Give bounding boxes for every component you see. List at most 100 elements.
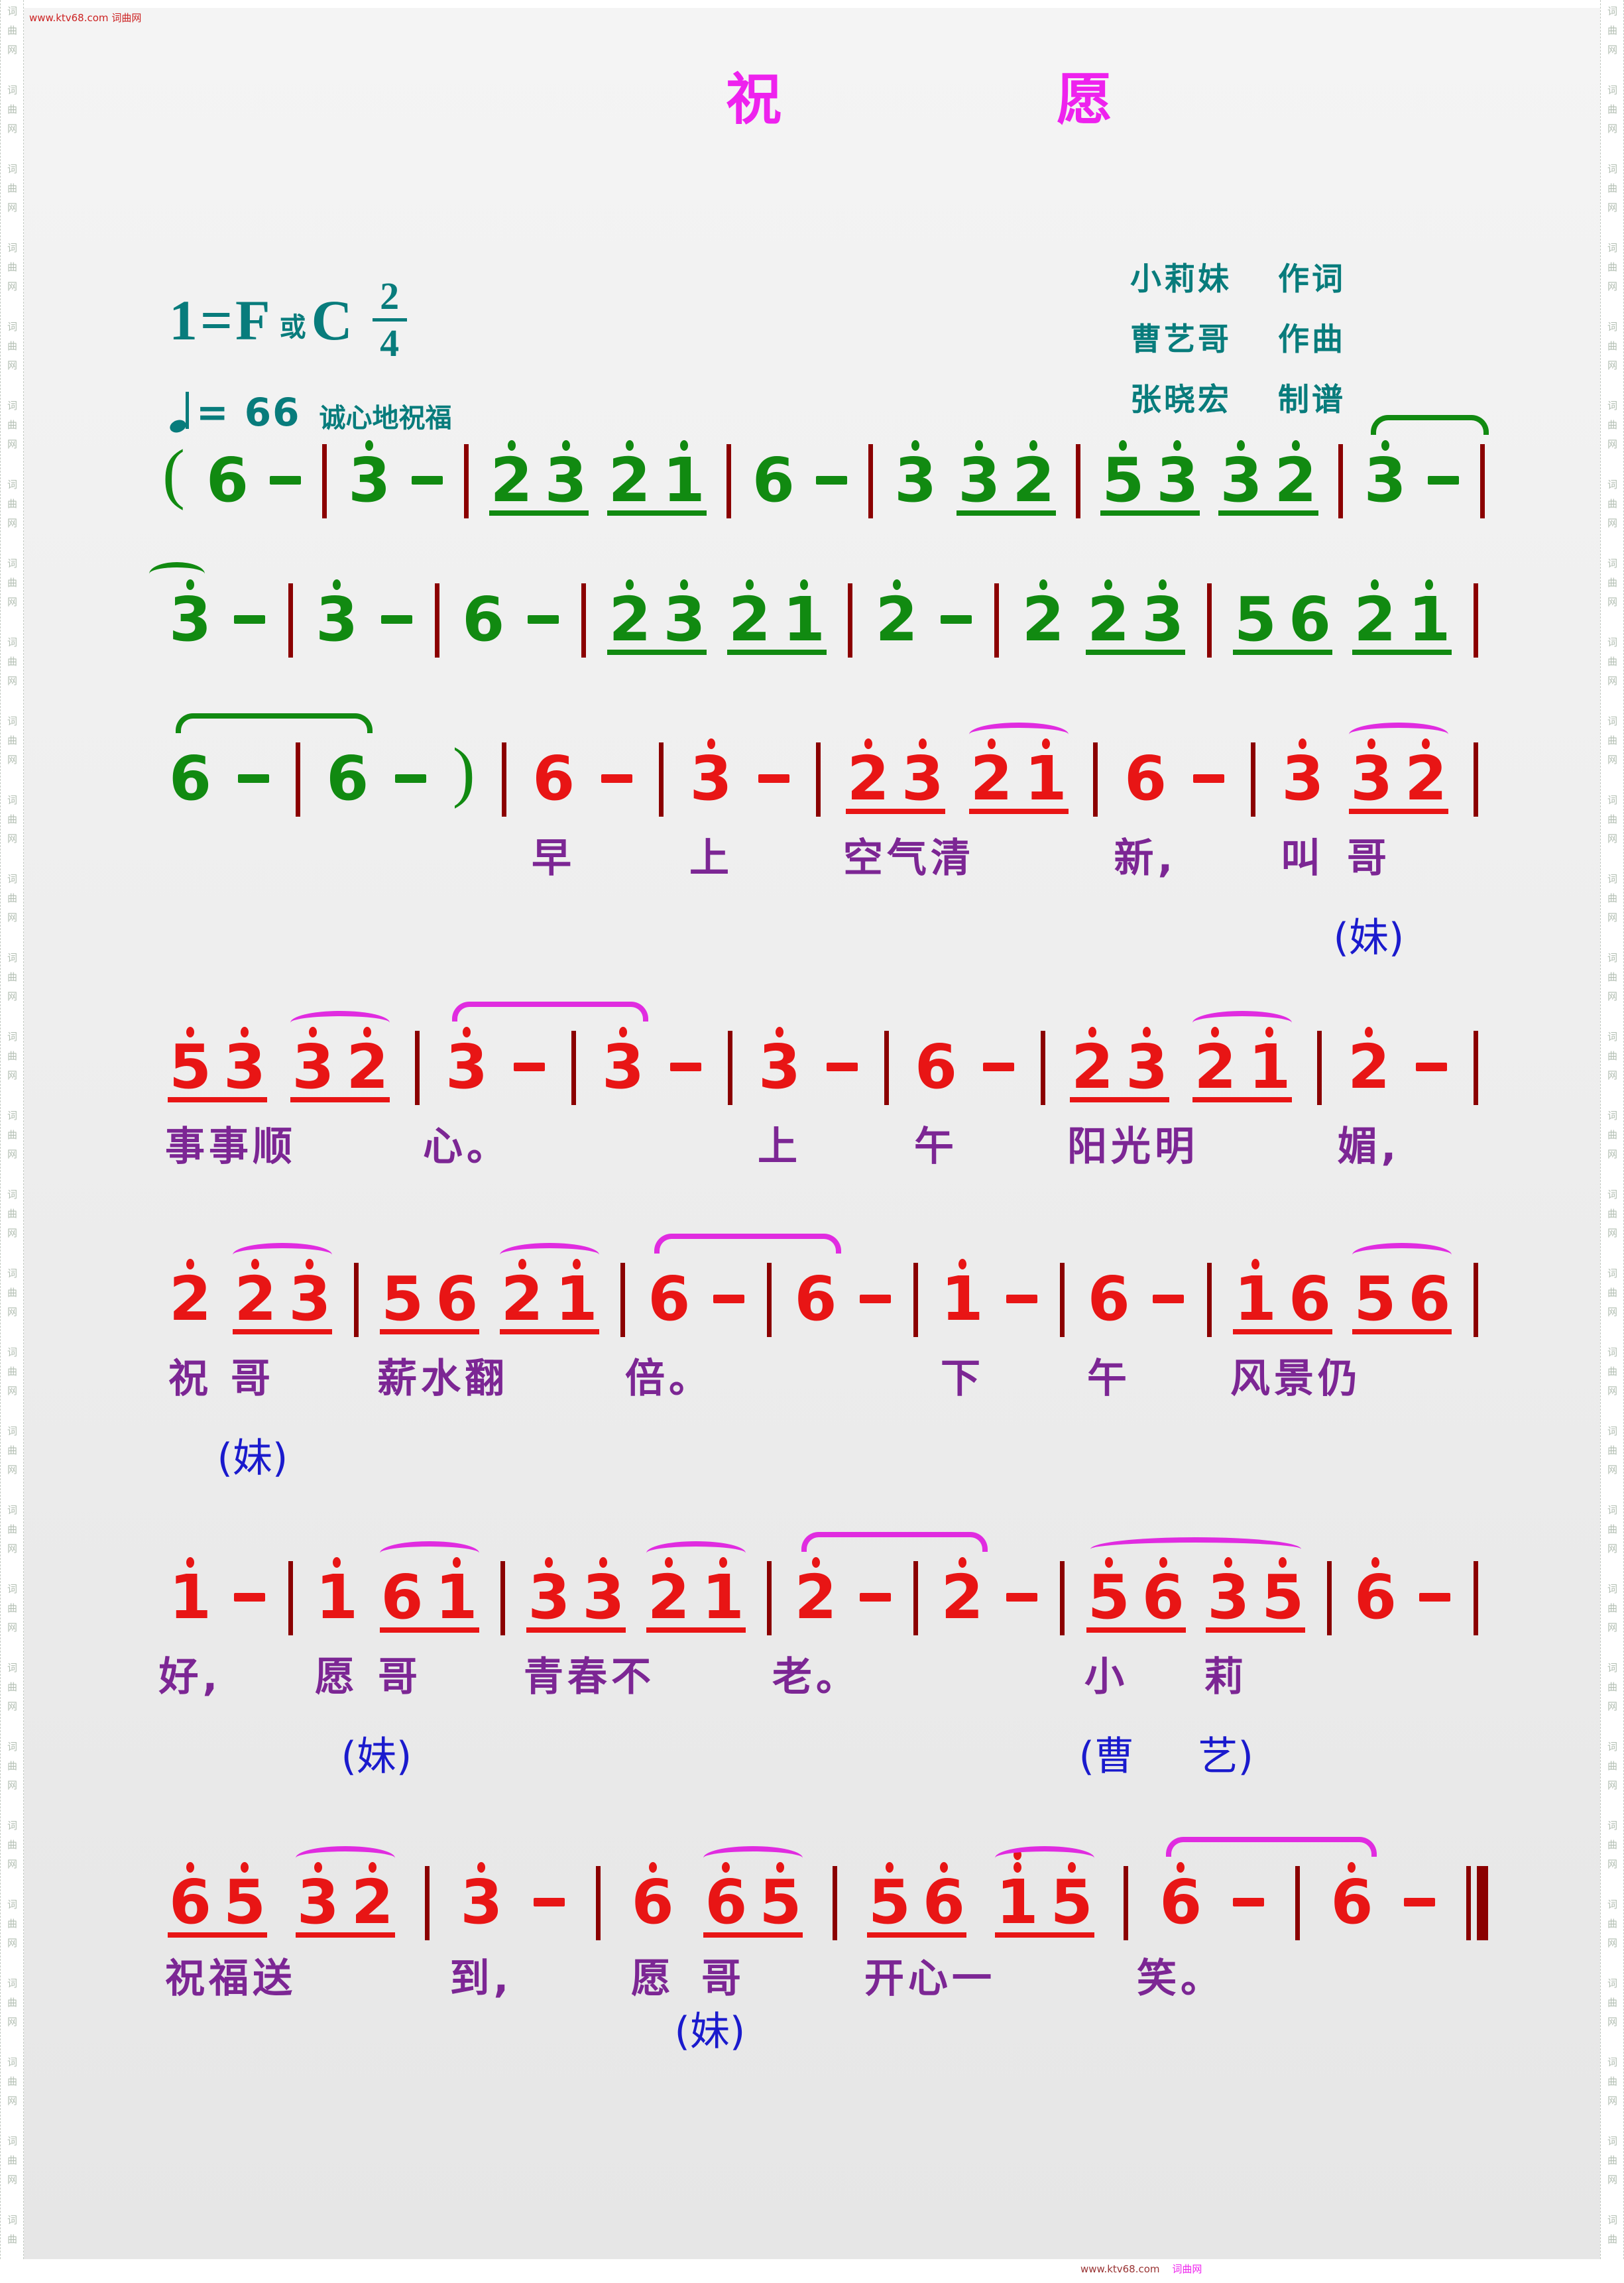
note-3: 3 — [602, 1027, 644, 1098]
barline — [994, 583, 1000, 658]
octave-dot — [958, 1259, 966, 1269]
barline — [1316, 1031, 1322, 1105]
octave-dot — [707, 738, 715, 749]
final-barline — [1466, 1866, 1488, 1940]
lyric: 好, — [158, 1654, 222, 1700]
note-6: 6 — [923, 1862, 965, 1933]
barline — [868, 444, 874, 518]
duration-dash — [395, 774, 427, 783]
note-6: 6 — [632, 1862, 674, 1933]
octave-dot — [1029, 440, 1038, 451]
transcriber-role: 制谱 — [1278, 382, 1346, 418]
note-2: 2 — [169, 1259, 211, 1330]
slur — [380, 1541, 479, 1565]
note-1: 1 — [941, 1259, 984, 1330]
octave-dot — [885, 1862, 894, 1873]
octave-dot — [1119, 440, 1128, 451]
note-6: 6 — [794, 1263, 837, 1334]
duration-dash — [1416, 1063, 1448, 1071]
note-2: 2 — [1354, 579, 1396, 650]
barline — [884, 1031, 889, 1105]
tie — [176, 713, 373, 733]
note-2: 2 — [1275, 440, 1317, 511]
barline — [1124, 1866, 1129, 1940]
octave-dot — [975, 440, 984, 451]
octave-dot — [679, 440, 688, 451]
duration-dash — [601, 774, 633, 783]
note-5: 5 — [1088, 1557, 1130, 1628]
top-margin — [0, 0, 1624, 8]
barline — [501, 742, 506, 817]
barline — [848, 583, 853, 658]
key-letter-f: F — [235, 288, 273, 352]
singer-label: (曹 — [1078, 1733, 1134, 1780]
octave-dot — [1104, 1557, 1113, 1568]
octave-dot — [1291, 440, 1300, 451]
site-watermark-top: www.ktv68.com 词曲网 — [29, 11, 141, 25]
barline — [726, 444, 731, 518]
credit-transcriber: 张晓宏 制谱 — [1130, 374, 1346, 420]
octave-dot — [619, 1027, 628, 1037]
note-1: 1 — [435, 1557, 478, 1628]
note-1: 1 — [663, 440, 705, 511]
barline — [767, 1263, 772, 1337]
duration-dash — [380, 615, 412, 624]
octave-dot — [186, 1027, 194, 1037]
octave-dot — [892, 579, 901, 590]
note-3: 3 — [758, 1027, 801, 1098]
note-5: 5 — [1261, 1557, 1304, 1628]
note-2: 2 — [351, 1862, 394, 1933]
time-signature: 2 4 — [372, 277, 407, 363]
duration-dash — [1419, 1593, 1451, 1602]
octave-dot — [958, 1557, 966, 1568]
note-3: 3 — [460, 1862, 502, 1933]
note-5: 5 — [1102, 440, 1144, 511]
barline — [288, 583, 293, 658]
credits: 小莉妹 作词 曹艺哥 作曲 张晓宏 制谱 — [1130, 253, 1346, 434]
octave-dot — [648, 1862, 657, 1873]
lyric: 午 — [1087, 1356, 1131, 1402]
note-6: 6 — [648, 1263, 691, 1334]
duration-dash — [234, 615, 266, 624]
lyric: 愿 — [315, 1654, 359, 1700]
lyric: 哥 — [1347, 835, 1391, 882]
note-5: 5 — [169, 1027, 211, 1098]
duration-dash — [412, 476, 443, 485]
note-5: 5 — [1234, 584, 1277, 655]
key-letter-c: C — [311, 288, 355, 352]
note-6: 6 — [435, 1263, 479, 1334]
note-3: 3 — [1350, 738, 1393, 809]
octave-dot — [1371, 1557, 1379, 1568]
note-2: 2 — [728, 579, 771, 650]
note-1: 1 — [169, 1557, 211, 1628]
note-6: 6 — [752, 445, 795, 516]
note-1: 1 — [1025, 738, 1067, 809]
note-3: 3 — [582, 1557, 624, 1628]
note-2: 2 — [1194, 1027, 1236, 1098]
barline — [1473, 1031, 1478, 1105]
tie — [801, 1532, 988, 1552]
octave-dot — [864, 738, 872, 749]
duration-dash — [527, 615, 559, 624]
note-2: 2 — [648, 1557, 690, 1628]
octave-dot — [811, 1557, 820, 1568]
note-6: 6 — [532, 743, 575, 814]
slur — [1192, 1011, 1292, 1035]
lyric: 老。 — [772, 1654, 860, 1700]
octave-dot — [939, 1862, 948, 1873]
octave-dot — [799, 579, 808, 590]
barline — [1206, 1263, 1212, 1337]
lyric: 事事顺 — [165, 1124, 296, 1170]
octave-dot — [599, 1557, 608, 1568]
